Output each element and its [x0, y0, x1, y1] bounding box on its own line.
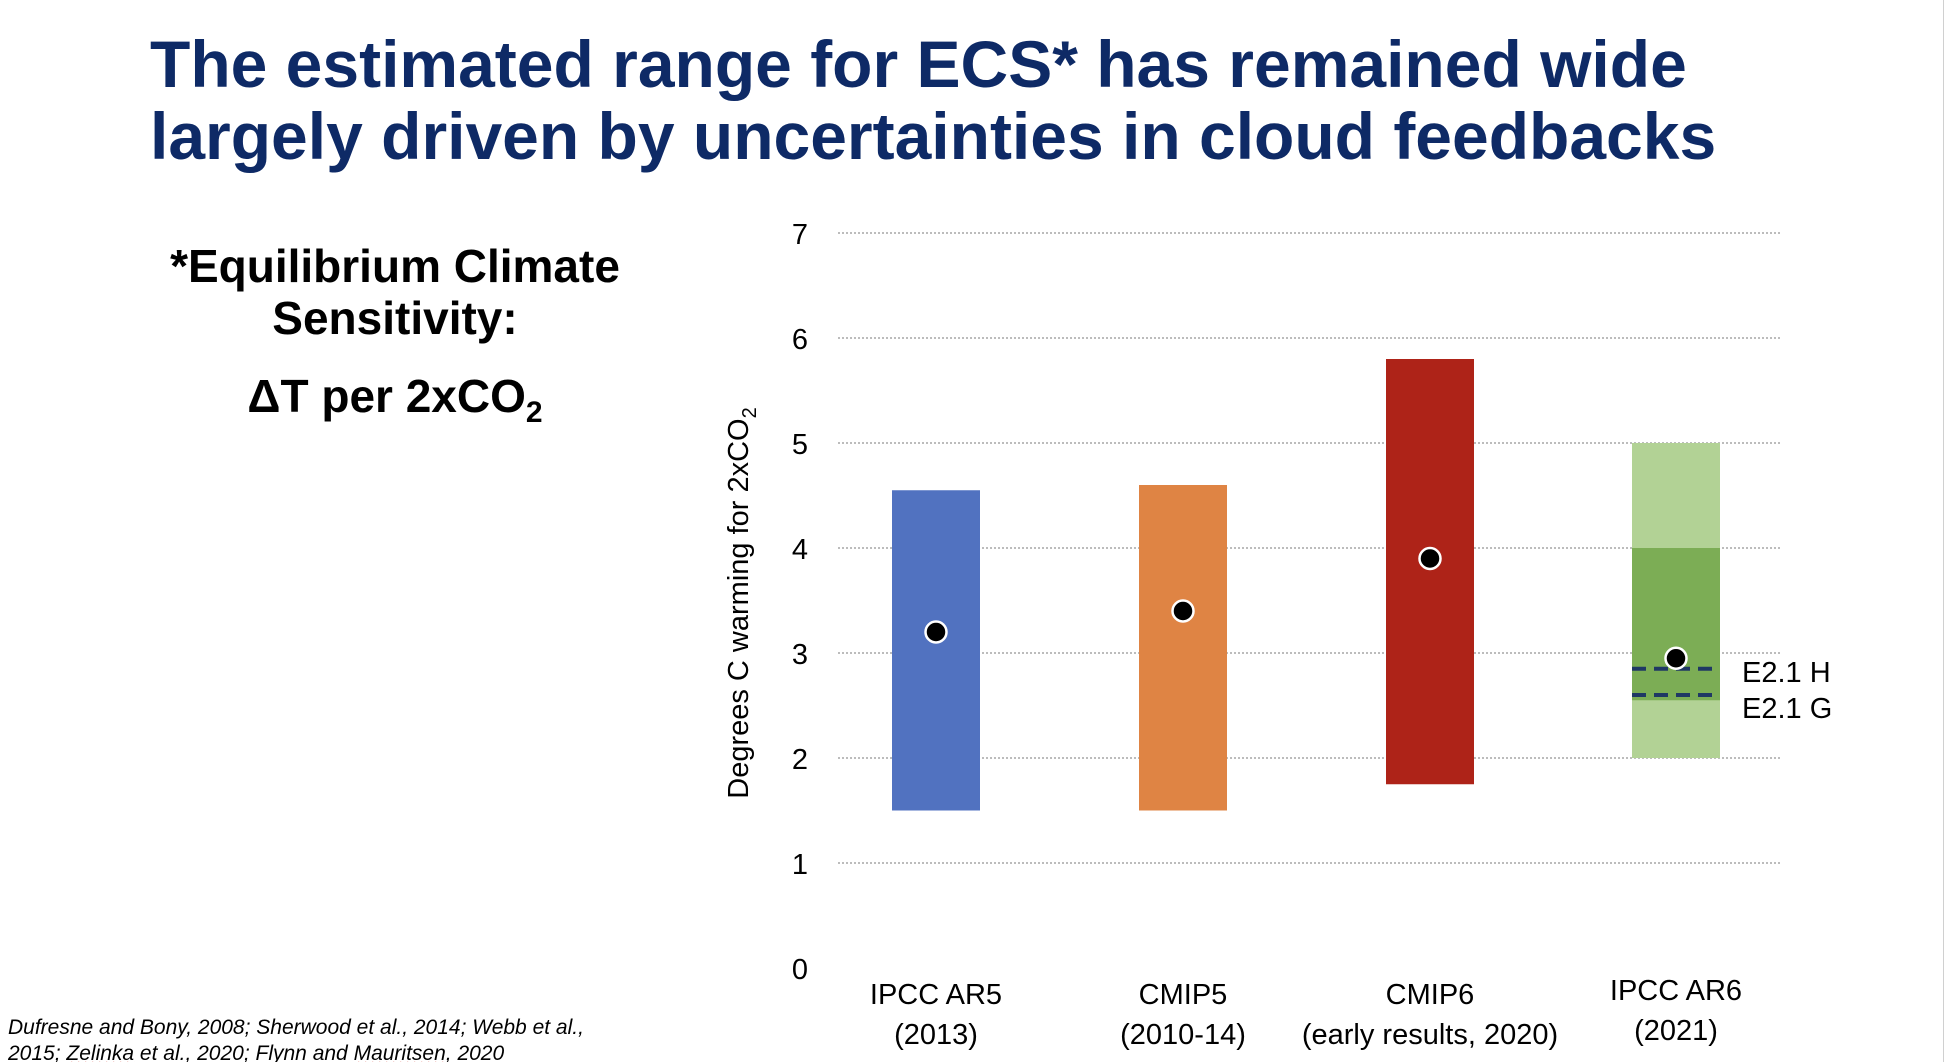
y-axis-label-subscript: 2	[739, 407, 761, 418]
slide-title: The estimated range for ECS* has remaine…	[150, 28, 1910, 172]
x-axis-categories: IPCC AR5 (2013) CMIP5 (2010-14) CMIP6 (early …	[870, 975, 1742, 1051]
category-label-1-line2: (2010-14)	[1120, 1019, 1246, 1051]
citation-name-1: Zelinka	[66, 1042, 135, 1062]
range-bar-0	[892, 490, 980, 811]
citation-part-1: Dufresne and Bony, 2008; Sherwood et al.…	[8, 1016, 584, 1062]
category-label-3-line1: IPCC AR6	[1610, 975, 1742, 1007]
definition-line-1: *Equilibrium Climate	[170, 240, 620, 292]
range-bar-1	[1139, 485, 1227, 811]
y-axis-label: Degrees C warming for 2xCO2	[723, 407, 761, 798]
y-tick-label-1: 1	[792, 849, 808, 881]
central-estimates	[924, 546, 1688, 670]
range-bars	[892, 359, 1720, 811]
category-label-0-line1: IPCC AR5	[870, 979, 1002, 1011]
central-estimate-1	[1171, 599, 1195, 623]
grid-lines	[838, 232, 1782, 864]
category-label-2-line1: CMIP6	[1386, 979, 1475, 1011]
ecs-definition: *Equilibrium Climate Sensitivity: ΔT per…	[115, 240, 675, 439]
y-tick-label-5: 5	[792, 429, 808, 461]
y-tick-label-6: 6	[792, 324, 808, 356]
category-label-1-line1: CMIP5	[1139, 979, 1228, 1011]
range-bar-2	[1386, 359, 1474, 785]
y-tick-label-2: 2	[792, 744, 808, 776]
definition-heading: *Equilibrium Climate Sensitivity:	[115, 240, 675, 344]
citation: Dufresne and Bony, 2008; Sherwood et al.…	[8, 1015, 608, 1062]
formula-subscript: 2	[525, 396, 543, 429]
y-tick-label-0: 0	[792, 954, 808, 986]
definition-line-2: Sensitivity:	[272, 292, 518, 344]
central-estimate-0	[924, 620, 948, 644]
reference-label-1: E2.1 G	[1742, 693, 1832, 725]
y-tick-label-3: 3	[792, 639, 808, 671]
likely-range-bar-3	[1632, 548, 1720, 701]
citation-part-2: et al., 2020; Flynn and	[134, 1042, 354, 1062]
title-line-2: largely driven by uncertainties in cloud…	[150, 99, 1717, 173]
central-estimate-3	[1664, 646, 1688, 670]
y-axis-label-main: Degrees C warming for 2xCO	[723, 418, 755, 798]
citation-part-3: , 2020	[445, 1042, 505, 1062]
y-tick-label-7: 7	[792, 219, 808, 251]
central-estimate-2	[1418, 546, 1442, 571]
y-axis-ticks: 0 1 2 3 4 5 6 7	[792, 219, 808, 986]
category-label-0-line2: (2013)	[894, 1019, 978, 1051]
title-line-1: The estimated range for ECS* has remaine…	[150, 27, 1687, 101]
formula-main: ΔT per 2xCO	[247, 370, 526, 422]
citation-name-2: Mauritsen	[353, 1042, 446, 1062]
definition-formula: ΔT per 2xCO2	[115, 370, 675, 439]
category-label-3-line2: (2021)	[1634, 1015, 1718, 1047]
y-tick-label-4: 4	[792, 534, 808, 566]
reference-label-0: E2.1 H	[1742, 657, 1831, 689]
category-label-2-line2: (early results, 2020)	[1302, 1019, 1558, 1051]
